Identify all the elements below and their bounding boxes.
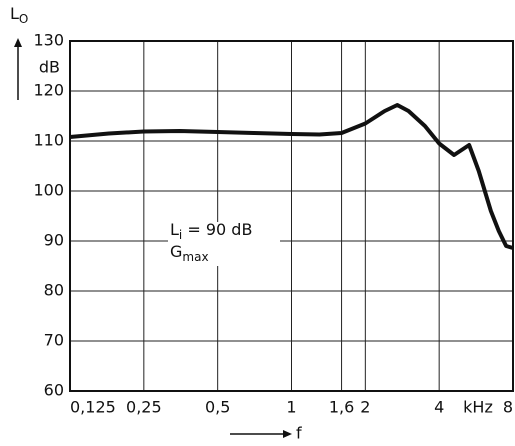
y-tick-label: 60: [44, 381, 64, 400]
y-tick-label: 110: [33, 131, 64, 150]
annotation-bg: [168, 222, 280, 266]
x-arrow-head: [283, 430, 292, 438]
y-label-sub: O: [19, 12, 28, 26]
y-tick-label: 120: [33, 81, 64, 100]
y-unit: dB: [39, 58, 60, 77]
annotation-line2: Gmax: [170, 242, 209, 264]
y-tick-label: 130: [33, 31, 64, 50]
y-label-main: L: [10, 4, 19, 23]
annotation-rest: = 90 dB: [182, 220, 252, 239]
x-tick-label: 2: [360, 398, 370, 417]
annotation-sub: i: [179, 228, 182, 242]
response-curve: [69, 103, 514, 250]
annotation-line1: Li = 90 dB: [170, 220, 252, 242]
plot-area: 60 70 80 90 100 110 120 130 0,125 0,25 0,5 1 1,6 2 4 8: [33, 31, 514, 417]
y-tick-label: 100: [33, 181, 64, 200]
plot-frame: [69, 40, 514, 392]
annotation-main: G: [170, 242, 182, 261]
x-tick-label: 1,6: [329, 398, 354, 417]
x-tick-label: 8: [503, 398, 513, 417]
x-tick-label: 0,125: [70, 398, 116, 417]
y-axis-label: LO: [10, 4, 28, 26]
x-tick-label: 0,25: [126, 398, 162, 417]
x-tick-label: 4: [434, 398, 444, 417]
annotation-sub: max: [182, 250, 208, 264]
y-tick-label: 80: [44, 281, 64, 300]
y-tick-label: 70: [44, 331, 64, 350]
x-unit: kHz: [463, 398, 493, 417]
y-tick-label: 90: [44, 231, 64, 250]
x-axis-label: f: [296, 424, 302, 443]
annotation-main: L: [170, 220, 179, 239]
x-tick-label: 1: [286, 398, 296, 417]
y-arrow-head: [14, 38, 22, 47]
x-tick-label: 0,5: [205, 398, 230, 417]
